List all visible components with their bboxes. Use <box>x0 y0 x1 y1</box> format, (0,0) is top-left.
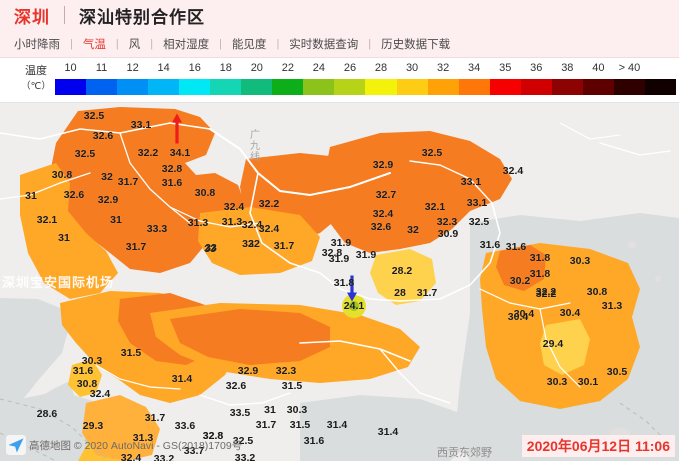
nav-item-4[interactable]: 能见度 <box>231 39 267 51</box>
legend-swatch-12 <box>427 79 459 95</box>
legend-swatch-15 <box>520 79 552 95</box>
legend-tick-16: 38 <box>561 62 574 74</box>
legend-tick-9: 26 <box>343 62 357 74</box>
title-divider <box>64 6 65 24</box>
legend-swatch-2 <box>117 79 149 95</box>
nav-separator: | <box>150 38 154 50</box>
legend-tick-15: 36 <box>530 62 543 74</box>
legend-tick-12: 32 <box>437 62 450 74</box>
nav-item-0[interactable]: 小时降雨 <box>14 39 60 51</box>
legend-tick-0: 10 <box>64 62 77 74</box>
legend-swatch-8 <box>303 79 335 95</box>
legend-swatch-7 <box>272 79 304 95</box>
legend-tick-labels: 10 11 12 14 16 18 20 22 24 26 28 30 32 34 35 36 38 40 > 40 <box>55 62 679 77</box>
nav-separator: | <box>115 38 119 50</box>
legend-swatch-0 <box>55 79 87 95</box>
legend-swatch-14 <box>489 79 521 95</box>
legend-color-bar <box>55 79 676 95</box>
legend-swatch-13 <box>458 79 490 95</box>
legend-swatch-17 <box>582 79 614 95</box>
legend-tick-4: 16 <box>188 62 201 74</box>
min-temp-arrow-icon <box>346 275 358 307</box>
legend-swatch-6 <box>241 79 273 95</box>
nav-separator: | <box>70 38 73 50</box>
map-watermark-airport: 深圳宝安国际机场 <box>2 275 115 290</box>
nav-item-6[interactable]: 历史数据下载 <box>381 39 451 51</box>
legend-tick-6: 20 <box>250 62 263 74</box>
title-row: 深圳 深汕特别合作区 <box>0 0 679 30</box>
legend-tick-10: 28 <box>374 62 388 74</box>
nav-separator: | <box>219 38 222 50</box>
nav-item-1[interactable]: 气温 <box>82 39 106 51</box>
nav-separator: | <box>276 38 280 50</box>
legend-tick-8: 24 <box>312 62 326 74</box>
legend-tick-14: 35 <box>499 62 512 74</box>
legend-swatch-19 <box>644 79 676 95</box>
temperature-map[interactable]: 广九线 深圳宝安国际机场 西贡东郊野 32.5 33.1 32.6 32.5 32.2 3… <box>0 103 679 461</box>
nav-separator: | <box>368 38 372 50</box>
legend-title: 温度 （℃） <box>14 64 58 94</box>
legend-tick-2: 12 <box>126 62 139 74</box>
legend-tick-18: > 40 <box>618 62 641 74</box>
legend-swatch-10 <box>365 79 397 95</box>
brand-label: 深圳 <box>14 7 50 27</box>
legend-swatch-16 <box>551 79 583 95</box>
page-header: 深圳 深汕特别合作区 小时降雨 | 气温 | 风 | 相对湿度 | 能见度 | 实时数据查询 | 历史数… <box>0 0 679 58</box>
legend-swatch-18 <box>613 79 645 95</box>
legend-tick-17: 40 <box>592 62 605 74</box>
legend-tick-1: 11 <box>95 62 108 74</box>
page-title: 深汕特别合作区 <box>79 7 205 27</box>
legend-tick-3: 14 <box>157 62 170 74</box>
max-temp-arrow-icon <box>171 113 183 149</box>
map-label-railway: 广九线 <box>250 130 260 163</box>
nav-item-5[interactable]: 实时数据查询 <box>289 39 359 51</box>
nav-item-2[interactable]: 风 <box>128 39 141 51</box>
legend-tick-5: 18 <box>219 62 232 74</box>
legend-tick-11: 30 <box>405 62 419 74</box>
legend-swatch-5 <box>210 79 242 95</box>
legend-title-line1: 温度 <box>25 65 47 77</box>
legend-swatch-9 <box>334 79 366 95</box>
legend-tick-7: 22 <box>281 62 294 74</box>
legend-swatch-3 <box>148 79 180 95</box>
map-label-xigong: 西贡东郊野 <box>437 447 492 459</box>
temperature-legend: 温度 （℃） 10 11 12 14 16 18 20 22 24 26 28 30 32 34 35 36 3… <box>0 58 679 103</box>
legend-swatch-4 <box>179 79 211 95</box>
legend-swatch-11 <box>396 79 428 95</box>
legend-unit: （℃） <box>21 81 51 92</box>
main-nav: 小时降雨 | 气温 | 风 | 相对湿度 | 能见度 | 实时数据查询 | 历史数据下载 <box>0 30 679 58</box>
legend-tick-13: 34 <box>468 62 481 74</box>
legend-swatch-1 <box>86 79 118 95</box>
nav-item-3[interactable]: 相对湿度 <box>163 39 210 51</box>
